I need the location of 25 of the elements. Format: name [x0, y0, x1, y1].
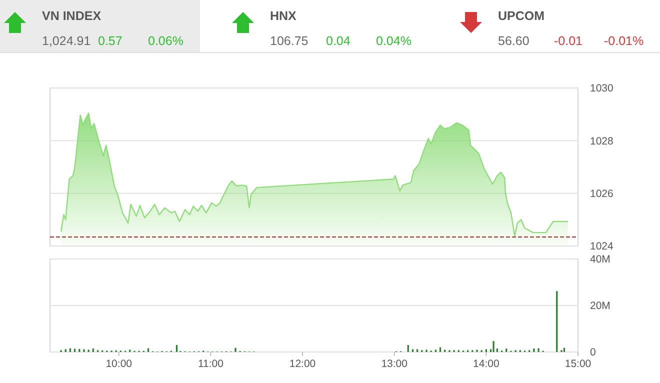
category-label: UPCOM — [498, 9, 545, 23]
y-tick-label: 20M — [590, 300, 610, 312]
y-tick-label: 1026 — [590, 188, 614, 200]
data-label: 0.57 — [98, 34, 122, 48]
y-tick-label: 1028 — [590, 135, 614, 148]
x-tick-label: 10:00 — [106, 358, 132, 370]
data-label: 106.75 — [270, 34, 308, 48]
data-label: -0.01 — [554, 34, 583, 48]
data-label: 1,024.91 — [42, 34, 91, 48]
data-label: 0.04 — [326, 34, 350, 48]
data-label: 56.60 — [498, 34, 530, 48]
y-tick-label: 40M — [590, 254, 610, 266]
x-tick-label: 11:00 — [198, 358, 224, 370]
x-tick-label: 12:00 — [289, 358, 316, 370]
category-label: VN INDEX — [42, 9, 102, 23]
data-label: 0.06% — [148, 34, 184, 48]
category-label: HNX — [270, 9, 298, 23]
data-label: -0.01% — [604, 34, 644, 48]
y-tick-label: 0 — [590, 346, 596, 359]
y-tick-label: 1030 — [590, 82, 614, 95]
data-label: 0.04% — [376, 34, 412, 48]
x-tick-label: 14:00 — [473, 358, 500, 370]
y-tick-label: 1024 — [590, 240, 614, 253]
x-tick-label: 15:00 — [564, 358, 592, 370]
x-tick-label: 13:00 — [381, 358, 408, 370]
